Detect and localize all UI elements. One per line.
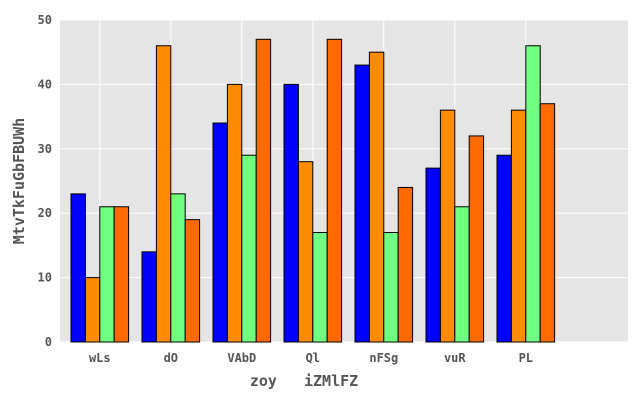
bar-dO-s4 xyxy=(184,219,201,343)
x-tick-label: Ql xyxy=(306,351,320,365)
y-tick-label: 40 xyxy=(38,77,52,91)
bar-nFSg-s4 xyxy=(397,186,414,343)
bar-PL-s2 xyxy=(510,109,527,343)
bar-vuR-s3 xyxy=(454,206,470,343)
bar-dO-s1 xyxy=(141,251,157,343)
x-tick-label: dO xyxy=(164,351,178,365)
bar-Ql-s2 xyxy=(297,161,314,343)
x-tick-label: nFSg xyxy=(369,351,398,365)
bar-vuR-s1 xyxy=(425,167,441,343)
x-axis-label: zoy iZMlFZ xyxy=(250,372,358,390)
y-tick-label: 0 xyxy=(45,335,52,349)
x-axis-ticks: wLs dO VAbD Ql nFSg vuR PL xyxy=(89,351,533,365)
bar-wLs-s2 xyxy=(84,277,101,343)
bars xyxy=(70,38,556,343)
y-axis-label: MtvTkFuGbFBUWh xyxy=(10,118,28,244)
y-tick-label: 30 xyxy=(38,142,52,156)
bar-wLs-s1 xyxy=(70,193,86,343)
bar-nFSg-s1 xyxy=(354,64,370,343)
bar-PL-s4 xyxy=(539,103,556,343)
x-tick-label: PL xyxy=(519,351,533,365)
bar-vuR-s2 xyxy=(439,109,456,343)
bar-VAbD-s1 xyxy=(212,122,228,343)
bar-Ql-s1 xyxy=(283,83,299,343)
bar-nFSg-s2 xyxy=(368,51,385,343)
bar-vuR-s4 xyxy=(468,135,485,343)
bar-PL-s3 xyxy=(525,45,541,343)
bar-VAbD-s2 xyxy=(226,83,243,343)
bar-dO-s2 xyxy=(155,45,172,343)
bar-nFSg-s3 xyxy=(383,232,399,343)
x-tick-label: wLs xyxy=(89,351,111,365)
bar-VAbD-s3 xyxy=(241,154,257,343)
y-tick-label: 10 xyxy=(38,271,52,285)
x-tick-label: vuR xyxy=(444,351,466,365)
bar-wLs-s4 xyxy=(113,206,130,343)
x-tick-label: VAbD xyxy=(227,351,256,365)
bar-VAbD-s4 xyxy=(255,38,272,343)
y-axis-ticks: 0 10 20 30 40 50 xyxy=(38,13,52,349)
y-tick-label: 20 xyxy=(38,206,52,220)
bar-wLs-s3 xyxy=(99,206,115,343)
y-tick-label: 50 xyxy=(38,13,52,27)
bar-dO-s3 xyxy=(170,193,186,343)
bar-Ql-s3 xyxy=(312,232,328,343)
bar-Ql-s4 xyxy=(326,38,343,343)
bar-PL-s1 xyxy=(496,154,512,343)
